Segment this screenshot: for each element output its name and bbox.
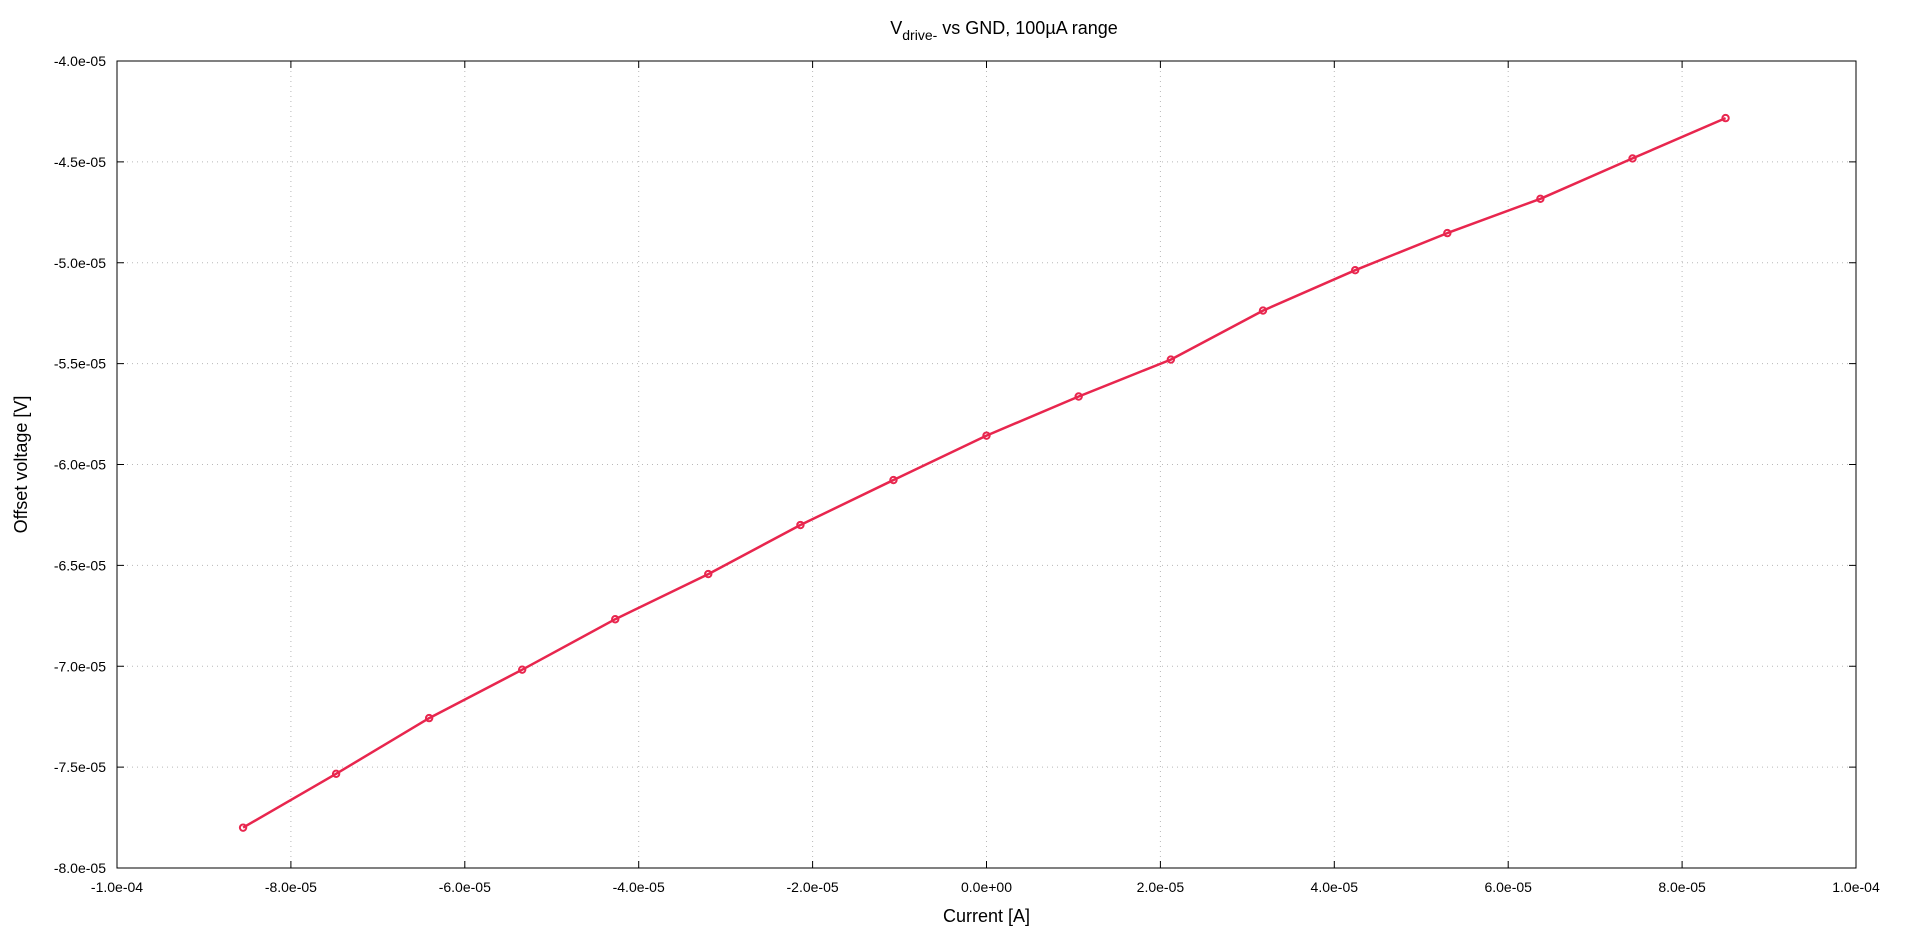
chart-title-rest: vs GND, 100µA range (937, 18, 1117, 38)
x-tick-label: -2.0e-05 (787, 879, 839, 895)
x-tick-label: 8.0e-05 (1658, 879, 1706, 895)
x-tick-label: 2.0e-05 (1137, 879, 1185, 895)
data-point (1074, 392, 1083, 401)
y-tick-label: -7.5e-05 (54, 759, 106, 775)
y-axis-title: Offset voltage [V] (11, 396, 31, 534)
y-axis-ticks: -4.0e-05 -4.5e-05 -5.0e-05 -5.5e-05 -6.0e-05… (54, 53, 1856, 876)
x-tick-label: -4.0e-05 (613, 879, 665, 895)
x-tick-label: 0.0e+00 (961, 879, 1012, 895)
x-tick-label: 6.0e-05 (1484, 879, 1532, 895)
x-axis-ticks: -1.0e-04 -8.0e-05 -6.0e-05 -4.0e-05 -2.0e-05… (91, 61, 1880, 895)
data-point (796, 520, 805, 530)
y-tick-label: -8.0e-05 (54, 860, 106, 876)
data-point (517, 665, 527, 674)
data-point (1721, 113, 1730, 123)
x-tick-label: 4.0e-05 (1311, 879, 1359, 895)
data-point (889, 475, 898, 485)
chart-title-subscript: drive- (902, 27, 937, 43)
data-point (982, 431, 991, 440)
grid (117, 61, 1856, 868)
x-axis-title: Current [A] (943, 906, 1030, 926)
x-tick-label: 1.0e-04 (1832, 879, 1880, 895)
y-tick-label: -4.0e-05 (54, 53, 106, 69)
chart-title-main: V (890, 18, 902, 38)
data-point (1443, 228, 1452, 238)
y-tick-label: -5.5e-05 (54, 356, 106, 372)
y-tick-label: -4.5e-05 (54, 154, 106, 170)
series-group (238, 113, 1730, 832)
data-point (1166, 355, 1176, 364)
data-point (238, 823, 248, 832)
x-tick-label: -6.0e-05 (439, 879, 491, 895)
data-point (1258, 306, 1268, 315)
series-line (242, 116, 1727, 829)
data-point (704, 569, 713, 579)
y-tick-label: -6.0e-05 (54, 457, 106, 473)
data-point (1350, 266, 1360, 275)
data-point (424, 713, 434, 723)
y-tick-label: -6.5e-05 (54, 557, 106, 573)
chart-title: Vdrive- vs GND, 100µA range (890, 18, 1118, 43)
data-point (1536, 194, 1545, 203)
data-point (611, 615, 620, 624)
x-tick-label: -1.0e-04 (91, 879, 143, 895)
y-tick-label: -5.0e-05 (54, 255, 106, 271)
data-point (1628, 154, 1637, 163)
data-point (331, 769, 341, 778)
x-tick-label: -8.0e-05 (265, 879, 317, 895)
y-tick-label: -7.0e-05 (54, 658, 106, 674)
